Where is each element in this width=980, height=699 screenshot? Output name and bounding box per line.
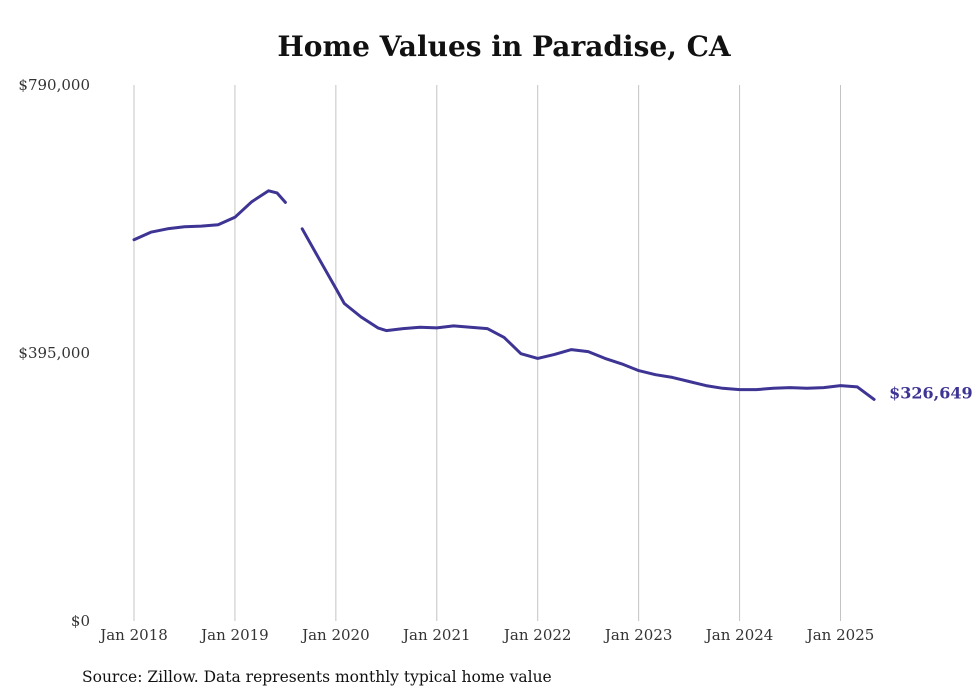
y-tick-label: $790,000 [18, 76, 90, 94]
end-value-label: $326,649 [889, 383, 973, 402]
source-note: Source: Zillow. Data represents monthly … [82, 668, 552, 686]
x-tick-label: Jan 2020 [300, 626, 370, 644]
series-line-segment-1 [300, 227, 876, 401]
y-axis-ticks: $0 $395,000 $790,000 [18, 76, 90, 630]
x-tick-label: Jan 2019 [199, 626, 269, 644]
y-tick-label: $0 [71, 612, 90, 630]
series-line-segment-0 [132, 189, 287, 242]
x-axis-ticks: Jan 2018 Jan 2019 Jan 2020 Jan 2021 Jan 2022… [98, 626, 874, 644]
gridlines [133, 85, 841, 621]
x-tick-label: Jan 2022 [502, 626, 572, 644]
y-tick-label: $395,000 [18, 344, 90, 362]
series-lines [132, 189, 876, 401]
x-tick-label: Jan 2021 [401, 626, 471, 644]
x-tick-label: Jan 2025 [805, 626, 875, 644]
x-tick-label: Jan 2018 [98, 626, 168, 644]
x-tick-label: Jan 2023 [603, 626, 673, 644]
x-tick-label: Jan 2024 [704, 626, 774, 644]
chart-title: Home Values in Paradise, CA [277, 30, 731, 63]
